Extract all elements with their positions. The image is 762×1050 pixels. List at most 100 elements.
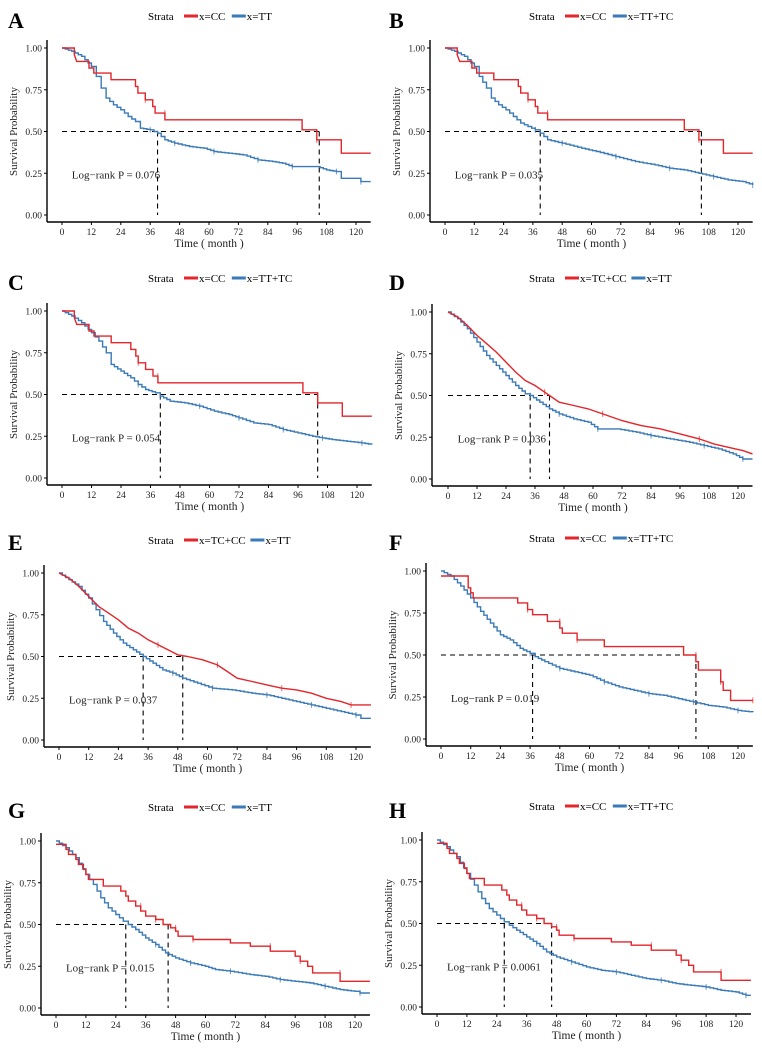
x-tick-label: 36 [522,1020,532,1030]
logrank-annotation: Log−rank P = 0.036 [458,433,547,445]
x-tick-label: 96 [671,1020,681,1030]
x-tick-label: 48 [171,1021,181,1031]
x-tick-label: 60 [203,753,213,763]
legend-title: Strata [529,273,555,285]
x-tick-label: 120 [729,1020,744,1030]
panel-b: B Strata x=CC x=TT+TC 0.00 0.25 0.50 0.75 1.00 Su… [389,8,754,250]
x-tick-label: 96 [675,492,685,502]
legend-label-1: x=TT+TC [628,533,673,545]
y-tick-label: 0.00 [400,1004,417,1014]
x-tick-label: 108 [701,752,716,762]
y-axis-label: Survival Probability [387,610,399,699]
legend: Strata x=CC x=TT [148,11,272,23]
legend-label-1: x=TT [646,273,671,285]
x-tick-label: 12 [87,228,97,238]
y-tick-label: 0.75 [19,879,36,889]
x-tick-label: 108 [319,753,334,763]
y-tick-label: 0.00 [410,476,427,486]
y-tick-label: 0.25 [400,962,417,972]
y-tick-label: 0.25 [22,695,39,705]
legend-label-0: x=CC [580,801,606,813]
y-tick-label: 0.00 [25,475,42,485]
legend-label-1: x=TT+TC [628,801,673,813]
legend-label-1: x=TT+TC [247,273,292,285]
x-tick-label: 24 [496,752,506,762]
y-axis-label: Survival Probability [8,87,20,176]
km-curve-x-cc [437,842,751,981]
y-tick-label: 0.25 [404,694,421,704]
legend-title: Strata [148,802,174,814]
y-tick-label: 0.50 [25,391,42,401]
y-tick-label: 0.50 [408,128,425,138]
legend: Strata x=CC x=TT+TC [529,11,673,23]
x-tick-label: 12 [87,491,97,501]
x-axis-label: Time ( month ) [557,238,627,250]
y-tick-label: 1.00 [19,838,36,848]
x-tick-label: 24 [116,228,126,238]
y-tick-label: 0.00 [404,736,421,746]
x-tick-label: 60 [588,492,598,502]
x-tick-label: 36 [146,491,156,501]
x-axis-label: Time ( month ) [552,1030,622,1042]
y-axis-label: Survival Probability [391,87,403,176]
y-tick-label: 0.50 [404,652,421,662]
x-tick-label: 84 [645,228,655,238]
y-tick-label: 0.00 [408,212,425,222]
x-tick-label: 84 [261,1021,271,1031]
km-curve-x-cc [445,47,753,154]
x-tick-label: 72 [612,1020,622,1030]
x-tick-label: 0 [54,1021,59,1031]
x-tick-label: 0 [60,228,65,238]
x-tick-label: 72 [234,491,244,501]
x-axis-label: Time ( month ) [558,502,628,514]
y-tick-label: 0.25 [25,170,42,180]
x-tick-label: 96 [290,1021,300,1031]
x-tick-label: 108 [320,491,335,501]
y-tick-label: 0.25 [408,170,425,180]
x-tick-label: 0 [57,753,62,763]
y-tick-label: 1.00 [400,837,417,847]
y-tick-label: 1.00 [22,570,39,580]
x-tick-label: 72 [614,752,624,762]
x-tick-label: 24 [492,1020,502,1030]
km-curve-x-tt [56,840,370,994]
x-tick-label: 120 [348,1021,363,1031]
legend-label-1: x=TT [265,535,290,547]
x-tick-label: 12 [472,492,482,502]
y-tick-label: 0.50 [400,920,417,930]
x-tick-label: 12 [462,1020,472,1030]
legend-title: Strata [529,533,555,545]
legend-label-0: x=CC [199,11,225,23]
panel-a: A Strata x=CC x=TT 0.00 0.25 0.50 0.75 1.00 Survi… [8,8,371,250]
legend-label-1: x=TT [247,802,272,814]
x-tick-label: 60 [204,228,214,238]
y-tick-label: 0.75 [408,86,425,96]
x-tick-label: 36 [528,228,538,238]
x-tick-label: 72 [617,492,627,502]
x-tick-label: 60 [582,1020,592,1030]
panel-letter: D [389,270,405,295]
x-tick-label: 36 [143,753,153,763]
x-tick-label: 12 [466,752,476,762]
logrank-annotation: Log−rank P = 0.076 [72,169,161,181]
x-tick-label: 120 [350,491,365,501]
x-tick-label: 60 [585,752,595,762]
x-tick-label: 84 [646,492,656,502]
km-curve-x-tt-tc [441,570,754,713]
y-tick-label: 0.75 [410,350,427,360]
logrank-annotation: Log−rank P = 0.0061 [447,961,541,973]
x-tick-label: 12 [84,753,94,763]
x-tick-label: 108 [318,1021,333,1031]
y-axis-label: Survival Probability [393,351,405,440]
x-tick-label: 108 [702,492,717,502]
x-tick-label: 36 [525,752,535,762]
km-curve-x-tt-tc [62,310,373,445]
km-curve-x-tt [59,572,371,719]
y-tick-label: 0.75 [22,611,39,621]
x-tick-label: 24 [499,228,509,238]
legend-label-1: x=TT [247,11,272,23]
y-tick-label: 1.00 [404,568,421,578]
x-tick-label: 36 [530,492,540,502]
x-tick-label: 0 [439,752,444,762]
km-curve-x-tt [62,47,371,183]
